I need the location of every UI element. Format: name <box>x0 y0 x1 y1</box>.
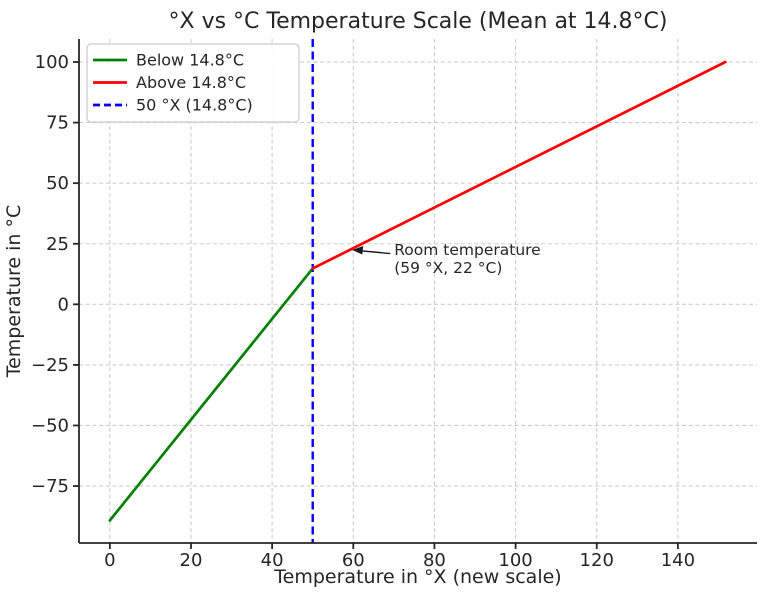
x-tick-label: 20 <box>180 550 203 571</box>
y-axis-label: Temperature in °C <box>3 205 25 379</box>
legend-label: Below 14.8°C <box>136 51 244 70</box>
annotation-text-line2: (59 °X, 22 °C) <box>394 259 502 277</box>
series-line-0 <box>108 267 315 522</box>
y-tick-label: 0 <box>58 294 69 315</box>
legend-box <box>86 43 300 123</box>
x-tick-label: 80 <box>423 550 446 571</box>
x-tick-label: 40 <box>261 550 284 571</box>
annotation-arrow-line <box>358 249 391 255</box>
x-tick-label: 60 <box>342 550 365 571</box>
x-tick-label: 0 <box>104 550 115 571</box>
annotation-arrowhead <box>352 246 364 255</box>
y-tick-label: 50 <box>46 173 69 194</box>
legend-label: Above 14.8°C <box>136 73 246 92</box>
y-tick-label: −25 <box>31 355 69 376</box>
annotation-text-line1: Room temperature <box>394 241 540 259</box>
y-tick-label: 75 <box>46 113 69 134</box>
y-tick-label: 100 <box>35 52 69 73</box>
y-tick-label: 25 <box>46 234 69 255</box>
chart-title: °X vs °C Temperature Scale (Mean at 14.8… <box>169 9 668 34</box>
series-line-1 <box>311 60 727 270</box>
y-tick-label: −75 <box>31 476 69 497</box>
y-tick-label: −50 <box>31 415 69 436</box>
x-tick-label: 140 <box>661 550 695 571</box>
x-tick-label: 100 <box>498 550 532 571</box>
x-tick-label: 120 <box>580 550 614 571</box>
x-axis-label: Temperature in °X (new scale) <box>273 566 561 588</box>
legend-label: 50 °X (14.8°C) <box>136 96 253 115</box>
